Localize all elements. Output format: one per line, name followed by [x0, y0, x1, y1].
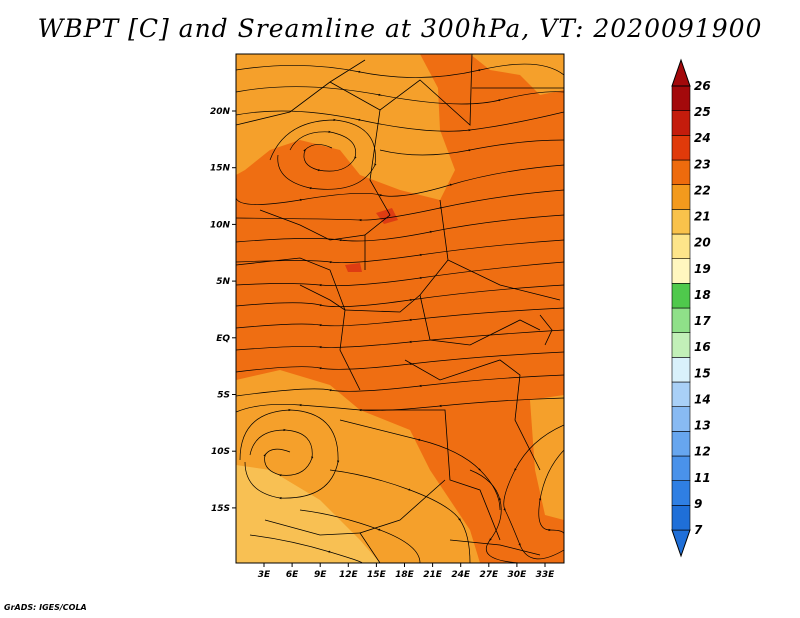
streamline — [299, 509, 421, 563]
streamline — [236, 86, 564, 105]
lon-tick-label: 18E — [395, 570, 415, 580]
colorbar-swatch — [671, 184, 691, 210]
lon-tick-label: 30E — [508, 570, 528, 580]
colorbar-label: 13 — [694, 419, 711, 433]
colorbar-label: 23 — [694, 157, 711, 171]
lon-tick-label: 3E — [258, 570, 271, 580]
streamline — [469, 469, 521, 563]
lon-tick-label: 9E — [314, 570, 327, 580]
wbpt-warm-northeast — [470, 54, 564, 95]
latitude-axis: 20N 15N 10N 5N EQ 5S 10S 15S — [210, 107, 236, 514]
colorbar-swatch — [671, 406, 691, 432]
colorbar-label: 15 — [694, 366, 711, 380]
colorbar-label: 25 — [694, 105, 711, 119]
wbpt-warm-southeast — [530, 395, 564, 520]
wbpt-hot-spot — [345, 263, 362, 272]
colorbar-label: 21 — [694, 210, 711, 224]
colorbar-swatch — [671, 233, 691, 259]
streamline — [236, 374, 564, 397]
colorbar-label: 7 — [694, 523, 703, 537]
streamline — [239, 408, 340, 500]
colorbar-swatch — [671, 110, 691, 136]
lat-tick-label: 15N — [210, 164, 231, 174]
colorbar: 7 9 11 12 13 14 15 16 17 18 19 20 21 22 23 24 25 26 — [671, 58, 711, 558]
streamline — [269, 118, 377, 190]
lat-tick-label: EQ — [216, 334, 230, 344]
lat-tick-label: 15S — [211, 504, 230, 514]
lon-tick-label: 6E — [286, 570, 299, 580]
colorbar-swatch — [671, 480, 691, 506]
colorbar-label: 20 — [694, 236, 711, 250]
colorbar-label: 9 — [694, 497, 702, 511]
streamline — [236, 261, 564, 287]
colorbar-swatch — [671, 332, 691, 358]
lon-tick-label: 24E — [451, 570, 471, 580]
streamline — [236, 397, 564, 413]
colorbar-label: 24 — [694, 131, 711, 145]
streamline — [236, 239, 564, 264]
streamline — [249, 534, 363, 563]
lat-tick-label: 10N — [210, 220, 231, 230]
colorbar-max-arrow — [671, 58, 691, 87]
colorbar-label: 14 — [694, 392, 711, 406]
streamline — [236, 307, 564, 329]
colorbar-label: 16 — [694, 340, 711, 354]
colorbar-label: 22 — [694, 183, 711, 197]
lat-tick-label: 20N — [210, 107, 231, 117]
streamline — [339, 419, 501, 511]
streamline — [379, 139, 564, 156]
lon-tick-label: 15E — [367, 570, 387, 580]
streamline — [236, 214, 564, 243]
lat-tick-label: 10S — [211, 447, 230, 457]
lon-tick-label: 33E — [536, 570, 556, 580]
streamline — [503, 424, 564, 560]
colorbar-label: 12 — [694, 445, 711, 459]
streamline — [538, 449, 564, 535]
colorbar-swatch — [671, 258, 691, 284]
lat-tick-label: 5S — [217, 391, 230, 401]
streamline — [236, 284, 564, 307]
colorbar-min-arrow — [671, 529, 691, 558]
colorbar-label: 26 — [694, 79, 711, 93]
lon-tick-label: 12E — [339, 570, 359, 580]
streamline — [236, 164, 564, 205]
colorbar-swatch — [671, 381, 691, 407]
longitude-axis: 3E 6E 9E 12E 15E 18E 21E 24E 27E 30E 33E — [258, 563, 555, 580]
colorbar-label: 19 — [694, 262, 711, 276]
map-title: WBPT [C] and Sreamline at 300hPa, VT: 20… — [37, 14, 763, 43]
colorbar-swatch — [671, 159, 691, 185]
lon-tick-label: 21E — [423, 570, 443, 580]
colorbar-swatch — [671, 505, 691, 531]
colorbar-swatch — [671, 283, 691, 309]
map-frame — [235, 53, 565, 564]
colorbar-swatch — [671, 307, 691, 333]
colorbar-label: 18 — [694, 288, 711, 302]
colorbar-swatch — [671, 135, 691, 161]
grads-credit: GrADS: IGES/COLA — [4, 603, 87, 612]
colorbar-swatch — [671, 209, 691, 235]
streamline — [236, 189, 564, 222]
colorbar-swatch — [671, 357, 691, 383]
lon-tick-label: 27E — [479, 570, 499, 580]
colorbar-swatch — [671, 85, 691, 111]
colorbar-swatch — [671, 455, 691, 481]
colorbar-label: 17 — [694, 314, 711, 328]
streamline — [236, 63, 564, 78]
streamline — [329, 469, 471, 563]
colorbar-label: 11 — [694, 471, 711, 485]
colorbar-swatch — [671, 431, 691, 457]
streamline — [236, 110, 564, 132]
streamline — [236, 329, 564, 351]
streamlines — [236, 63, 564, 563]
streamline — [236, 351, 564, 373]
lat-tick-label: 5N — [216, 277, 230, 287]
